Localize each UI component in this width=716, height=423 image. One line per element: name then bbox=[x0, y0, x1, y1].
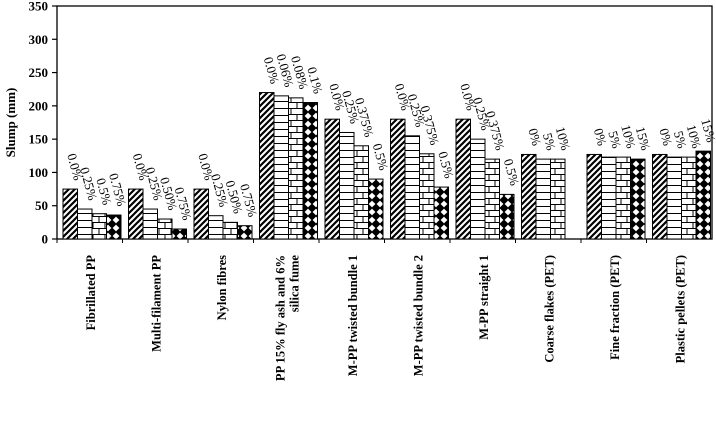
y-tick-label: 50 bbox=[35, 198, 48, 213]
category-label-line: silica fume bbox=[287, 255, 301, 313]
bar-value-label: 0.0% bbox=[130, 152, 152, 182]
bar-value-label: 0.5% bbox=[93, 176, 115, 206]
bar-value-label: 10% bbox=[684, 123, 705, 150]
bar-brick bbox=[288, 97, 304, 240]
bar-diamond bbox=[171, 228, 187, 240]
bar-hlines bbox=[601, 156, 617, 240]
bar-value-label: 0.1% bbox=[304, 65, 326, 95]
category-label: M-PP twisted bundle 1 bbox=[346, 255, 360, 376]
y-tick-label: 100 bbox=[29, 165, 49, 180]
bar-diamond bbox=[433, 186, 449, 240]
bar-hlines bbox=[77, 208, 93, 240]
bar-value-label: 5% bbox=[540, 131, 559, 152]
bar-brick bbox=[353, 145, 369, 240]
bar-diag bbox=[259, 92, 275, 240]
bar-hlines bbox=[339, 131, 355, 240]
category-label: PP 15% fly ash and 6%silica fume bbox=[273, 255, 301, 381]
category-label: M-PP straight 1 bbox=[477, 255, 491, 340]
bar-diag bbox=[455, 118, 471, 240]
bar-diag bbox=[62, 188, 78, 240]
bar-hlines bbox=[273, 95, 289, 240]
bar-brick bbox=[91, 213, 107, 240]
bar-value-label: 0% bbox=[656, 127, 675, 148]
bar-value-label: 5% bbox=[671, 129, 690, 150]
bar-value-label: 0.0% bbox=[261, 55, 283, 85]
bar-brick bbox=[484, 158, 500, 240]
bar-value-label: 0% bbox=[591, 127, 610, 148]
bar-brick bbox=[157, 218, 173, 240]
bar-diag bbox=[324, 118, 340, 240]
bar-diag bbox=[128, 188, 144, 240]
bar-hlines bbox=[208, 215, 224, 240]
y-tick-label: 200 bbox=[29, 98, 49, 113]
y-tick-label: 250 bbox=[29, 65, 49, 80]
bar-brick bbox=[419, 153, 435, 240]
bar-diamond bbox=[106, 214, 122, 240]
bar-hlines bbox=[666, 156, 682, 240]
category-label: Nylon fibres bbox=[215, 255, 229, 321]
bar-value-label: 10% bbox=[618, 123, 639, 150]
bar-value-label: 0.5% bbox=[370, 142, 392, 172]
bar-diamond bbox=[630, 158, 646, 240]
category-label: Plastic pellets (PET) bbox=[673, 255, 687, 363]
bar-diag bbox=[586, 153, 602, 240]
bar-diag bbox=[193, 188, 209, 240]
bar-brick bbox=[681, 156, 697, 240]
category-label: Fine fraction (PET) bbox=[608, 255, 622, 360]
y-tick-label: 350 bbox=[29, 0, 49, 14]
bar-value-label: 10% bbox=[553, 125, 574, 152]
bar-value-label: 0.0% bbox=[326, 82, 348, 112]
bar-value-label: 5% bbox=[605, 129, 624, 150]
bar-diag bbox=[521, 153, 537, 240]
bar-value-label: 0.0% bbox=[64, 152, 86, 182]
y-tick-label: 300 bbox=[29, 32, 49, 47]
bar-value-label: 15% bbox=[698, 117, 716, 144]
bar-hlines bbox=[470, 138, 486, 240]
bar-brick bbox=[222, 221, 238, 240]
category-label: Coarse flakes (PET) bbox=[542, 255, 556, 363]
bar-value-label: 0.375% bbox=[483, 109, 508, 152]
bar-diamond bbox=[695, 150, 711, 240]
bar-diamond bbox=[237, 225, 253, 240]
bar-value-label: 0.5% bbox=[435, 150, 457, 180]
category-label: M-PP twisted bundle 2 bbox=[411, 255, 425, 376]
bar-brick bbox=[550, 158, 566, 240]
bar-diamond bbox=[302, 102, 318, 240]
category-label: Multi-filament PP bbox=[149, 255, 163, 352]
bar-hlines bbox=[535, 158, 551, 240]
bar-diamond bbox=[368, 178, 384, 240]
bar-diag bbox=[652, 153, 668, 240]
bar-brick bbox=[615, 156, 631, 240]
bar-hlines bbox=[404, 135, 420, 240]
bar-value-label: 0.0% bbox=[195, 152, 217, 182]
bar-value-label: 0.0% bbox=[392, 82, 414, 112]
category-label-line: PP 15% fly ash and 6% bbox=[273, 255, 287, 381]
bar-hlines bbox=[142, 208, 158, 240]
bar-diag bbox=[390, 118, 406, 240]
bar-value-label: 0% bbox=[525, 127, 544, 148]
bar-value-label: 0.0% bbox=[457, 82, 479, 112]
bar-value-label: 0.5% bbox=[501, 157, 523, 187]
y-tick-label: 0 bbox=[42, 232, 49, 247]
category-label: Fibrillated PP bbox=[84, 255, 98, 331]
bar-diamond bbox=[499, 193, 515, 240]
y-axis-title: Slump (mm) bbox=[3, 88, 18, 158]
bar-value-label: 15% bbox=[633, 125, 654, 152]
y-tick-label: 150 bbox=[29, 132, 49, 147]
